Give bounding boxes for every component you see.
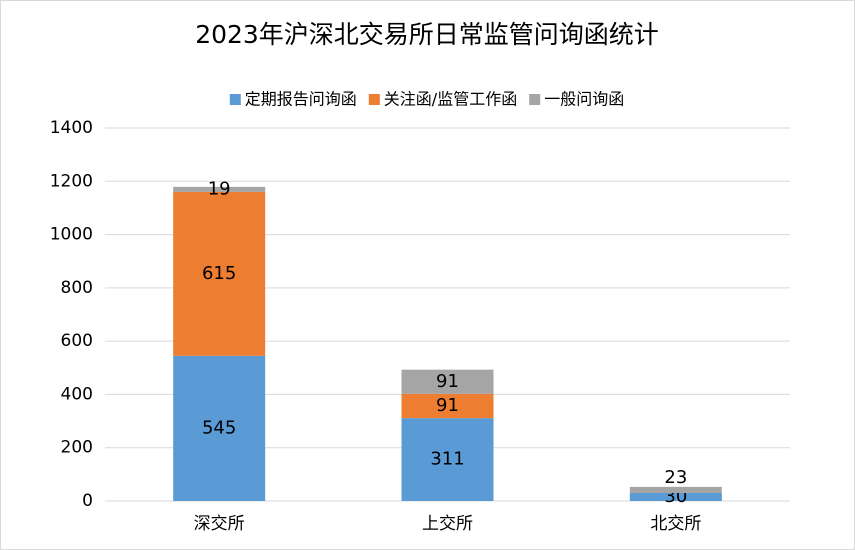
bar-segment bbox=[173, 191, 266, 356]
bar-segment bbox=[401, 393, 494, 419]
data-label: 19 bbox=[208, 178, 231, 199]
x-tick-label: 上交所 bbox=[422, 514, 473, 534]
data-label: 91 bbox=[436, 371, 459, 392]
legend-swatch bbox=[229, 94, 241, 105]
bar-segment bbox=[173, 186, 266, 192]
x-tick-label: 北交所 bbox=[650, 514, 701, 534]
legend-label: 定期报告问询函 bbox=[245, 90, 357, 109]
y-tick-label: 1400 bbox=[50, 118, 93, 138]
y-tick-label: 200 bbox=[61, 438, 93, 458]
data-label: 23 bbox=[664, 467, 687, 488]
y-tick-label: 600 bbox=[61, 331, 93, 351]
chart-title: 2023年沪深北交易所日常监管问询函统计 bbox=[195, 20, 659, 49]
data-label: 545 bbox=[202, 417, 236, 438]
y-tick-label: 400 bbox=[61, 384, 93, 404]
bar-segment bbox=[401, 418, 494, 501]
y-tick-label: 1000 bbox=[50, 225, 93, 245]
legend-swatch bbox=[368, 94, 380, 105]
data-label: 615 bbox=[202, 263, 236, 284]
bar-segment bbox=[629, 486, 722, 494]
y-tick-label: 0 bbox=[82, 491, 93, 511]
bar-segment bbox=[629, 493, 722, 501]
data-label: 91 bbox=[436, 395, 459, 416]
y-tick-label: 1200 bbox=[50, 171, 93, 191]
y-tick-label: 800 bbox=[61, 278, 93, 298]
legend-swatch bbox=[529, 94, 541, 105]
bar-segment bbox=[401, 369, 494, 394]
legend-label: 关注函/监管工作函 bbox=[384, 90, 517, 109]
data-label: 311 bbox=[430, 449, 464, 470]
bar-segment bbox=[173, 355, 266, 501]
legend-label: 一般问询函 bbox=[544, 90, 624, 109]
x-tick-label: 深交所 bbox=[194, 514, 245, 534]
